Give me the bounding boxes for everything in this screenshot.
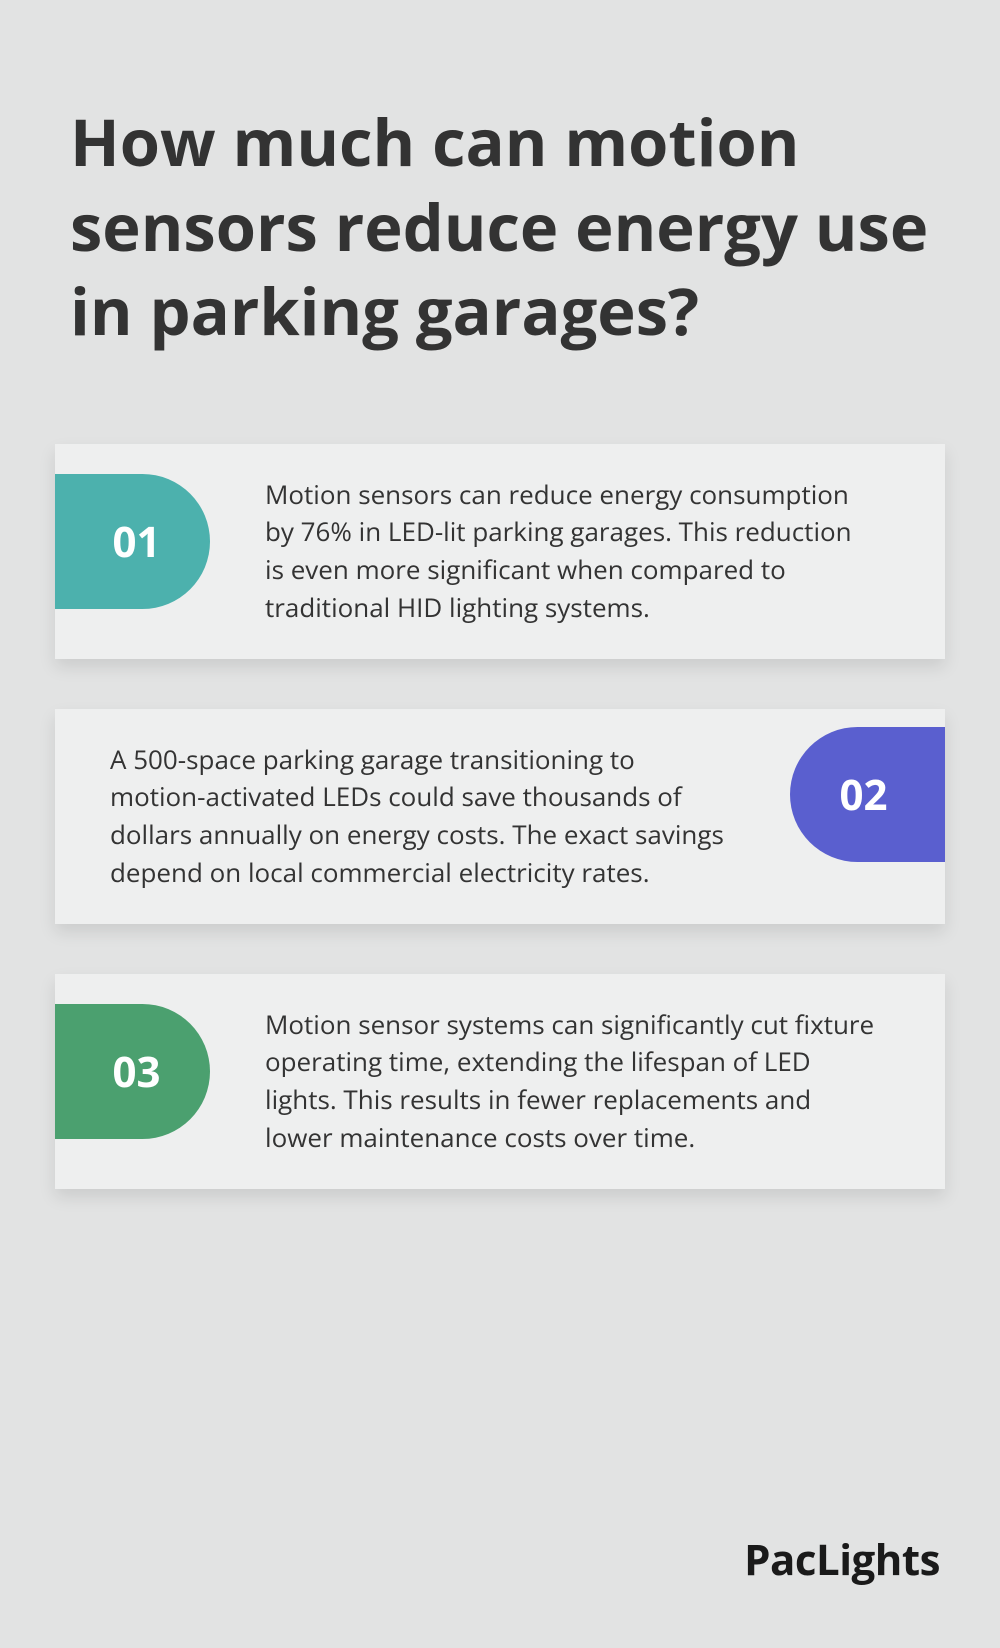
page-title: How much can motion sensors reduce energ… [0,0,1000,354]
brand-logo: PacLights [744,1531,940,1588]
info-card: A 500-space parking garage transitioning… [55,709,945,924]
card-number-badge: 01 [55,474,210,609]
card-number-badge: 02 [790,727,945,862]
info-card: 01 Motion sensors can reduce energy cons… [55,444,945,659]
card-text: Motion sensor systems can significantly … [215,976,945,1187]
card-text: Motion sensors can reduce energy consump… [215,446,945,657]
info-card: 03 Motion sensor systems can significant… [55,974,945,1189]
cards-container: 01 Motion sensors can reduce energy cons… [0,354,1000,1189]
card-text: A 500-space parking garage transitioning… [55,711,785,922]
card-number-badge: 03 [55,1004,210,1139]
